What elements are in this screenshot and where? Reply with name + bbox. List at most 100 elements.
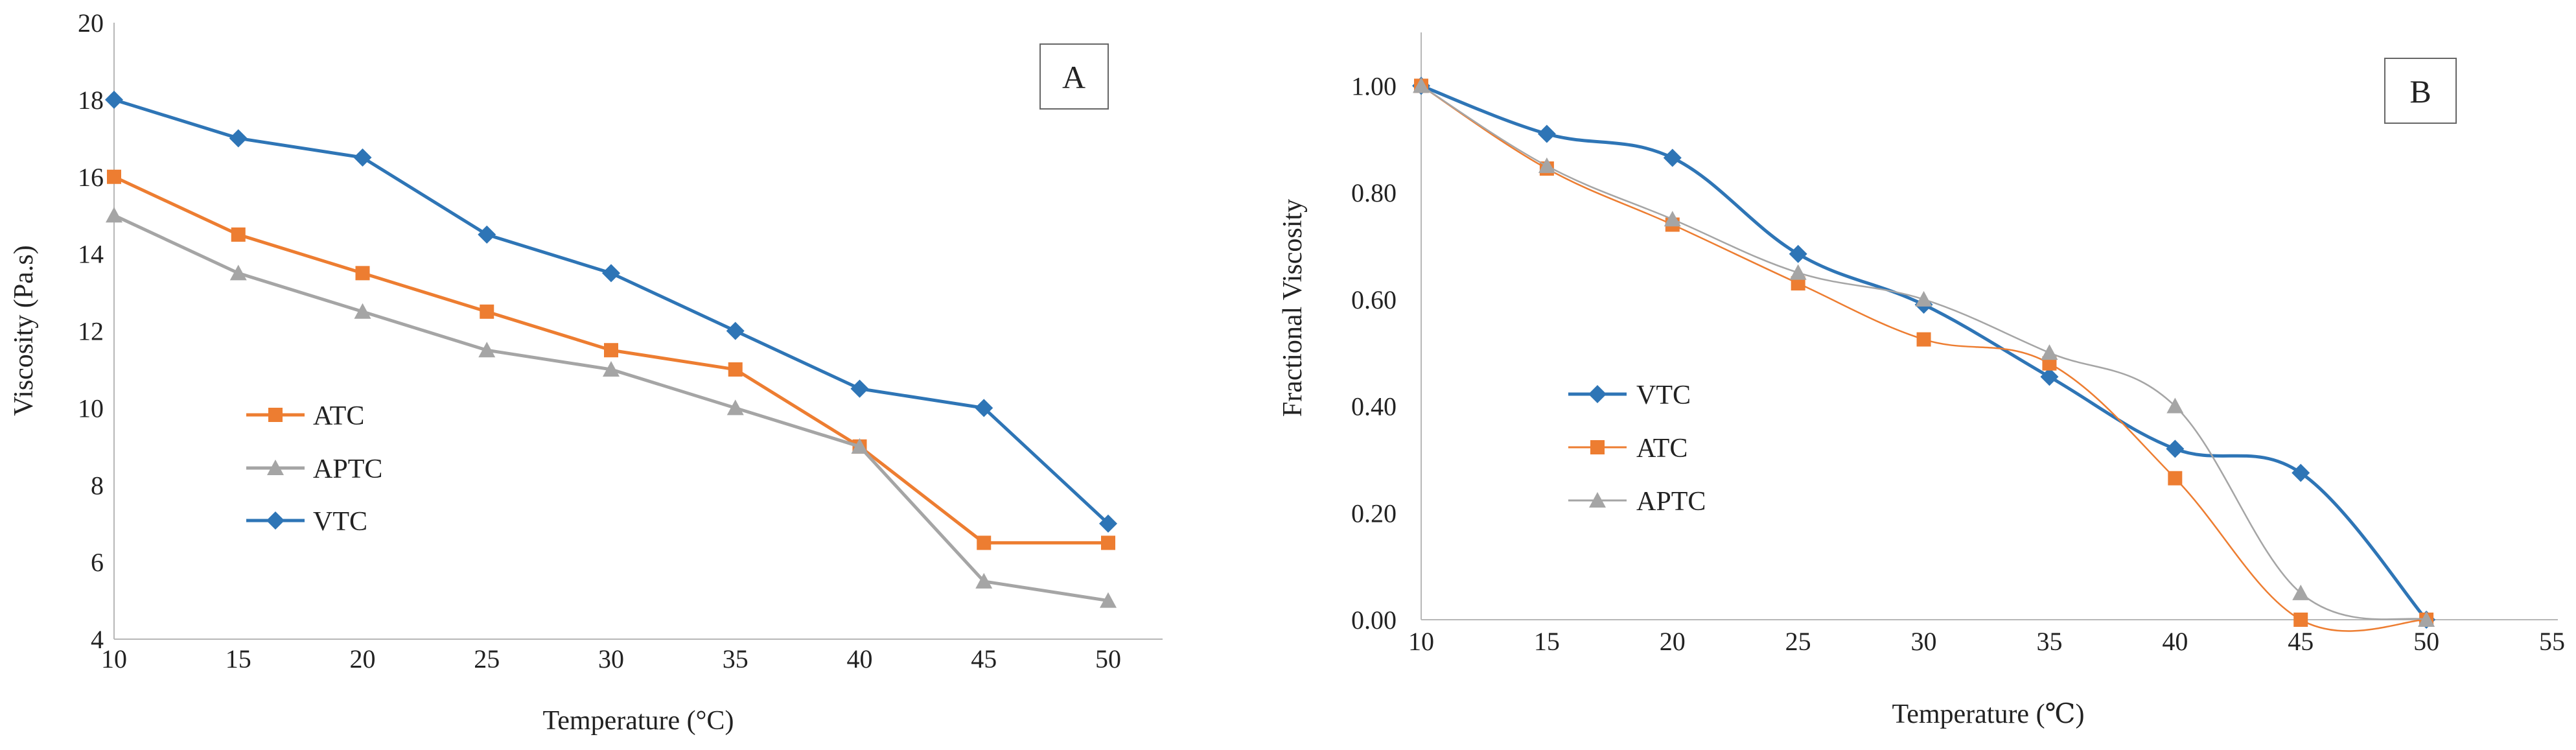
panel-a-x-tick-label: 25: [474, 644, 500, 674]
panel-a-y-tick-label: 16: [78, 163, 104, 192]
panel-b-x-tick-label: 25: [1785, 627, 1811, 656]
panel-a-data-point-vtc: [229, 129, 248, 148]
panel-a-data-point-aptc: [603, 360, 620, 377]
panel-a-data-point-vtc: [975, 399, 993, 417]
panel-a-y-tick-label: 18: [78, 86, 104, 115]
panel-b-x-tick-label: 20: [1660, 627, 1686, 656]
panel-a-data-point-atc: [355, 266, 370, 281]
panel-b-legend-item-atc: ATC: [1568, 434, 1688, 463]
panel-a-label-box: A: [1039, 43, 1109, 110]
panel-b-data-point-vtc: [2040, 368, 2059, 386]
panel-a-data-point-aptc: [1100, 592, 1117, 608]
panel-a-legend: ATC APTC VTC: [246, 401, 382, 537]
panel-b-data-point-vtc: [1537, 124, 1556, 143]
panel-b-series-line-aptc: [1421, 85, 2427, 621]
panel-b-series: [1412, 76, 2436, 632]
panel-a-y-tick-label: 10: [78, 393, 104, 423]
panel-b-x-tick-label: 45: [2288, 627, 2314, 656]
panel-a-x-ticks: 10 15 20 25 30 35 40 45 50: [101, 644, 1121, 674]
panel-a-y-tick-label: 12: [78, 317, 104, 346]
panel-b-data-point-aptc: [1789, 264, 1807, 280]
panel-a-data-point-aptc: [229, 264, 247, 281]
panel-b-x-ticks: 10 15 20 25 30 35 40 45 50 55: [1408, 627, 2565, 656]
panel-a-data-point-aptc: [478, 342, 496, 358]
panel-b-data-point-aptc: [2292, 584, 2310, 600]
panel-b-y-ticks: 0.00 0.20 0.40 0.60 0.80 1.00: [1351, 71, 1397, 635]
panel-a-legend-item-vtc: VTC: [246, 507, 367, 537]
panel-a-legend-item-atc: ATC: [246, 401, 364, 431]
panel-a-x-tick-label: 30: [598, 644, 624, 674]
panel-b-label: B: [2409, 73, 2431, 110]
panel-a-data-point-atc: [480, 304, 494, 319]
panel-a-data-point-atc: [604, 343, 618, 358]
panel-b-x-tick-label: 55: [2539, 627, 2565, 656]
panel-a-legend-label-vtc: VTC: [313, 507, 367, 537]
panel-a-data-point-vtc: [602, 264, 620, 283]
panel-a-label: A: [1062, 59, 1085, 95]
panel-a-legend-item-aptc: APTC: [246, 454, 382, 484]
chart-panel-a: 10 15 20 25 30 35 40 45 50 4 6 8 10 12 14 16 18 20 Tempe…: [9, 8, 1163, 736]
panel-b-legend-label-vtc: VTC: [1636, 381, 1691, 410]
panel-b-series-line-vtc: [1421, 84, 2428, 621]
panel-a-y-ticks: 4 6 8 10 12 14 16 18 20: [78, 8, 104, 654]
panel-b-y-axis-title: Fractional Viscosity: [1278, 199, 1308, 417]
panel-b-data-point-atc: [2168, 471, 2183, 486]
panel-a-y-axis-title: Viscosity (Pa.s): [9, 245, 39, 416]
panel-a-data-point-aptc: [851, 438, 868, 454]
panel-b-legend-item-aptc: APTC: [1568, 487, 1706, 517]
panel-b-x-axis-title: Temperature (℃): [1892, 699, 2084, 729]
panel-a-x-axis-title: Temperature (°C): [543, 706, 734, 736]
panel-b-data-point-aptc: [1915, 290, 1932, 307]
panel-a-series: [105, 90, 1117, 608]
panel-b-data-point-aptc: [2166, 397, 2184, 414]
panel-b-x-tick-label: 35: [2036, 627, 2062, 656]
panel-b-x-tick-label: 50: [2413, 627, 2439, 656]
panel-b-data-point-aptc: [1664, 211, 1681, 227]
panel-a-data-point-vtc: [353, 148, 372, 167]
panel-a-y-tick-label: 6: [91, 548, 104, 577]
panel-a-legend-label-aptc: APTC: [313, 454, 382, 484]
panel-b-data-point-atc: [1916, 332, 1931, 347]
panel-a-x-tick-label: 50: [1095, 644, 1121, 674]
panel-b-x-tick-label: 10: [1408, 627, 1434, 656]
panel-b-y-tick-label: 0.60: [1351, 285, 1397, 314]
panel-a-series-line-atc: [113, 175, 1108, 545]
panel-b-data-point-aptc: [2041, 344, 2058, 360]
panel-b-data-point-vtc: [2292, 463, 2310, 482]
panel-a-data-point-vtc: [850, 379, 869, 398]
panel-a-data-point-atc: [728, 362, 743, 377]
panel-a-data-point-vtc: [478, 225, 496, 244]
panel-a-y-tick-label: 14: [78, 240, 104, 269]
panel-b-label-box: B: [2384, 58, 2457, 124]
panel-b-legend-item-vtc: VTC: [1568, 381, 1691, 410]
panel-a-x-tick-label: 10: [101, 644, 127, 674]
panel-b-data-point-vtc: [1789, 244, 1807, 263]
panel-a-series-line-vtc: [113, 98, 1109, 525]
panel-a-plot-area: [113, 23, 1163, 640]
panel-b-y-tick-label: 0.80: [1351, 178, 1397, 207]
panel-b-x-tick-label: 30: [1911, 627, 1937, 656]
panel-b-x-tick-label: 40: [2162, 627, 2188, 656]
panel-a-data-point-aptc: [106, 207, 122, 223]
panel-a-data-point-aptc: [726, 399, 744, 416]
panel-a-x-tick-label: 15: [226, 644, 251, 674]
panel-b-y-tick-label: 0.20: [1351, 498, 1397, 528]
panel-a-y-tick-label: 8: [91, 471, 104, 500]
panel-b-data-point-aptc: [2418, 611, 2435, 627]
panel-a-data-point-aptc: [975, 572, 993, 589]
panel-b-data-point-atc: [2293, 613, 2308, 627]
panel-b-series-line-atc: [1421, 85, 2427, 632]
panel-a-data-point-vtc: [1099, 514, 1117, 533]
panel-b-data-point-vtc: [2166, 439, 2185, 458]
panel-b-legend: VTC ATC APTC: [1568, 381, 1706, 517]
panel-b-plot-area: [1421, 32, 2558, 620]
panel-b-y-tick-label: 0.40: [1351, 392, 1397, 421]
panel-a-legend-label-atc: ATC: [313, 401, 364, 431]
panel-b-data-point-aptc: [1413, 77, 1430, 93]
panel-a-data-point-atc: [231, 227, 246, 242]
panel-a-data-point-vtc: [105, 90, 123, 109]
panel-a-y-tick-label: 4: [91, 625, 104, 654]
panel-b-legend-label-aptc: APTC: [1636, 487, 1706, 517]
panel-b-y-tick-label: 0.00: [1351, 605, 1397, 635]
